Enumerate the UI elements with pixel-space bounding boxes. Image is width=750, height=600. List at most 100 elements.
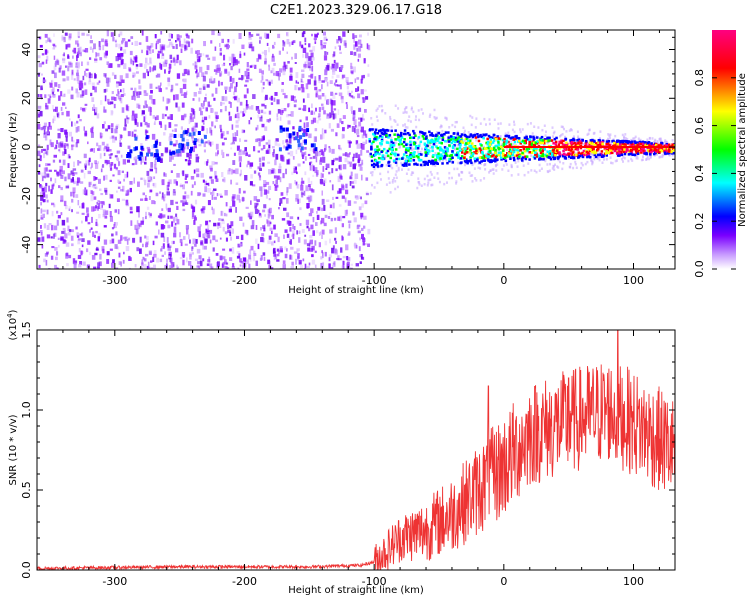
noise-speckle <box>318 232 321 236</box>
noise-speckle <box>120 97 123 104</box>
signal-halo <box>517 159 520 163</box>
noise-speckle <box>92 86 95 90</box>
noise-speckle <box>248 263 251 269</box>
noise-speckle <box>241 44 245 49</box>
signal-halo <box>427 179 430 182</box>
signal-cell <box>448 158 451 161</box>
signal-halo <box>538 163 541 167</box>
noise-speckle <box>60 199 64 203</box>
signal-halo <box>436 172 439 175</box>
signal-cell <box>622 139 626 143</box>
noise-speckle <box>251 220 255 226</box>
signal-cell <box>394 138 397 141</box>
noise-speckle <box>335 92 338 95</box>
snr-series-line <box>37 330 675 570</box>
signal-cell <box>668 151 671 155</box>
signal-halo <box>645 158 648 161</box>
signal-cell <box>591 142 595 145</box>
noise-speckle <box>185 175 188 178</box>
noise-speckle <box>217 222 220 226</box>
noise-speckle <box>344 157 348 163</box>
noise-speckle <box>68 254 72 259</box>
signal-cell <box>379 134 382 138</box>
signal-cell <box>409 153 412 157</box>
signal-cell <box>515 148 519 152</box>
noise-speckle <box>145 57 148 64</box>
noise-speckle <box>63 52 65 57</box>
signal-cell <box>505 140 509 143</box>
signal-cell <box>601 155 604 158</box>
noise-speckle <box>80 107 82 111</box>
noise-speckle <box>264 189 268 195</box>
signal-halo <box>507 169 510 172</box>
noise-speckle <box>243 190 246 194</box>
noise-blob <box>140 145 144 150</box>
noise-speckle <box>93 206 96 211</box>
noise-speckle <box>194 145 197 149</box>
noise-speckle <box>150 176 153 182</box>
noise-speckle <box>39 184 42 187</box>
noise-speckle <box>347 257 351 262</box>
noise-speckle <box>232 263 235 268</box>
signal-halo <box>601 161 604 164</box>
noise-speckle <box>357 58 360 62</box>
noise-speckle <box>239 216 243 221</box>
noise-speckle <box>97 236 100 242</box>
noise-speckle <box>248 154 251 157</box>
signal-cell <box>465 158 468 161</box>
noise-speckle <box>51 224 54 231</box>
noise-speckle <box>143 90 147 94</box>
signal-halo <box>530 169 533 172</box>
noise-speckle <box>261 123 265 128</box>
signal-cell <box>444 140 447 143</box>
chart-title: C2E1.2023.329.06.17.G18 <box>270 3 442 18</box>
noise-speckle <box>204 116 208 121</box>
noise-speckle <box>49 83 53 88</box>
noise-speckle <box>309 186 311 191</box>
noise-speckle <box>109 248 113 251</box>
signal-halo <box>561 125 564 129</box>
signal-halo <box>622 156 625 159</box>
noise-speckle <box>189 252 192 257</box>
signal-cell <box>504 134 507 138</box>
noise-speckle <box>228 208 232 213</box>
signal-cell <box>601 141 604 144</box>
noise-speckle <box>37 111 41 114</box>
signal-cell <box>491 136 494 139</box>
signal-halo <box>504 132 507 135</box>
signal-cell <box>562 143 565 147</box>
noise-speckle <box>329 229 333 234</box>
noise-speckle <box>205 93 207 97</box>
noise-speckle <box>232 136 235 143</box>
x-tick-label: -100 <box>362 274 387 287</box>
noise-speckle <box>302 108 305 111</box>
signal-cell <box>647 150 650 153</box>
noise-speckle <box>71 243 74 247</box>
signal-cell <box>487 140 490 144</box>
noise-speckle <box>282 264 286 269</box>
spectrogram-heatmap <box>37 30 675 269</box>
signal-cell <box>607 139 611 143</box>
noise-speckle <box>78 264 82 268</box>
signal-cell <box>553 137 557 141</box>
signal-cell <box>479 149 483 152</box>
noise-speckle <box>149 45 152 49</box>
noise-speckle <box>253 250 256 254</box>
noise-speckle <box>276 117 279 121</box>
noise-speckle <box>101 38 104 43</box>
noise-speckle <box>218 193 222 196</box>
noise-speckle <box>101 246 105 252</box>
noise-speckle <box>55 267 59 269</box>
noise-speckle <box>77 36 80 39</box>
noise-speckle <box>280 249 283 253</box>
noise-speckle <box>188 119 191 124</box>
signal-cell <box>570 141 574 144</box>
noise-speckle <box>229 257 233 261</box>
noise-speckle <box>129 187 132 193</box>
noise-speckle <box>180 93 184 96</box>
noise-speckle <box>286 39 290 45</box>
signal-halo <box>646 138 649 141</box>
noise-speckle <box>291 171 294 175</box>
noise-speckle <box>75 126 78 133</box>
noise-speckle <box>257 114 260 119</box>
